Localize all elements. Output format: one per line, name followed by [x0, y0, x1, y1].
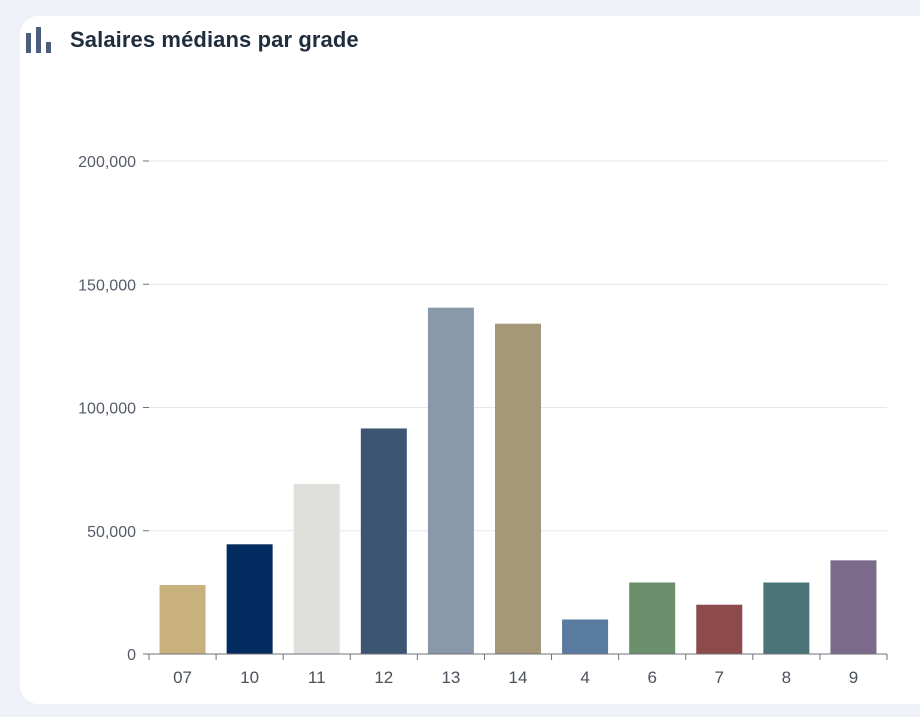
x-tick-label: 07 [173, 668, 192, 687]
x-tick-label: 11 [308, 668, 326, 687]
y-tick-label: 200,000 [78, 154, 136, 171]
y-tick-label: 50,000 [87, 524, 136, 541]
bar [495, 323, 541, 654]
x-tick-label: 4 [580, 668, 589, 687]
card-header: Salaires médians par grade [24, 25, 359, 55]
bar [360, 428, 407, 654]
x-tick-label: 9 [849, 668, 858, 687]
bar [226, 544, 273, 654]
bar [629, 582, 676, 654]
chart-title: Salaires médians par grade [70, 27, 359, 52]
x-tick-label: 8 [782, 668, 791, 687]
bar [763, 582, 810, 654]
y-tick-label: 150,000 [78, 277, 136, 294]
bar-chart-icon [26, 27, 51, 53]
bar [562, 619, 609, 654]
bar [830, 560, 877, 654]
x-tick-label: 12 [374, 668, 393, 687]
x-tick-label: 6 [647, 668, 656, 687]
bar [696, 604, 743, 654]
bar [159, 584, 206, 654]
x-tick-label: 10 [240, 668, 259, 687]
x-tick-label: 13 [441, 668, 460, 687]
y-tick-label: 100,000 [78, 401, 136, 418]
bar [293, 483, 340, 654]
x-tick-label: 14 [509, 668, 528, 687]
x-tick-label: 7 [715, 668, 724, 687]
y-tick-label: 0 [127, 647, 136, 664]
bar [427, 307, 474, 654]
